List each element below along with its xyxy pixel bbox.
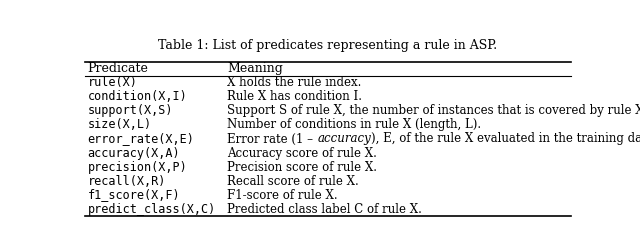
Text: F1-score of rule X.: F1-score of rule X. [227,188,338,202]
Text: Meaning: Meaning [227,62,284,76]
Text: Rule X has condition I.: Rule X has condition I. [227,90,362,103]
Text: f1_score(X,F): f1_score(X,F) [88,188,180,202]
Text: accuracy: accuracy [317,132,371,145]
Text: precision(X,P): precision(X,P) [88,161,187,173]
Text: Recall score of rule X.: Recall score of rule X. [227,175,359,187]
Text: support(X,S): support(X,S) [88,104,173,118]
Text: error_rate(X,E): error_rate(X,E) [88,132,195,145]
Text: X holds the rule index.: X holds the rule index. [227,77,362,89]
Text: predict_class(X,C): predict_class(X,C) [88,203,216,216]
Text: recall(X,R): recall(X,R) [88,175,166,187]
Text: Precision score of rule X.: Precision score of rule X. [227,161,378,173]
Text: size(X,L): size(X,L) [88,119,152,131]
Text: Predicted class label C of rule X.: Predicted class label C of rule X. [227,203,422,216]
Text: Predicate: Predicate [88,62,148,76]
Text: Table 1: List of predicates representing a rule in ASP.: Table 1: List of predicates representing… [159,39,497,52]
Text: Error rate (1 –: Error rate (1 – [227,132,317,145]
Text: Number of conditions in rule X (length, L).: Number of conditions in rule X (length, … [227,119,481,131]
Text: ), E, of the rule X evaluated in the training data.: ), E, of the rule X evaluated in the tra… [371,132,640,145]
Text: rule(X): rule(X) [88,77,138,89]
Text: Accuracy score of rule X.: Accuracy score of rule X. [227,146,378,160]
Text: Support S of rule X, the number of instances that is covered by rule X.: Support S of rule X, the number of insta… [227,104,640,118]
Text: condition(X,I): condition(X,I) [88,90,187,103]
Text: accuracy(X,A): accuracy(X,A) [88,146,180,160]
